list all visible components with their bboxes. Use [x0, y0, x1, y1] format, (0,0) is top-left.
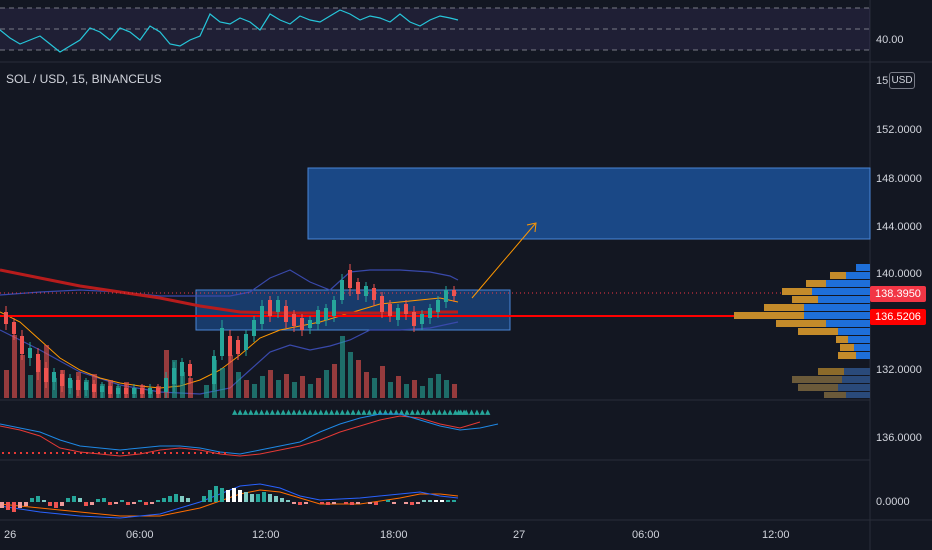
entry-zone[interactable] [195, 289, 511, 331]
price-axis-label: 144.0000 [876, 221, 922, 233]
price-axis-label: 132.0000 [876, 364, 922, 376]
current-price-tag: 138.3950 [870, 286, 926, 302]
price-axis-label: 152.0000 [876, 124, 922, 136]
macd-histogram [0, 486, 456, 512]
osc1-red-dots [2, 452, 226, 454]
osc2-blue-line [0, 483, 459, 519]
currency-button[interactable]: USD [889, 72, 915, 89]
support-price-tag: 136.5206 [870, 309, 926, 325]
svg-text:▲▲▲▲▲▲▲▲▲▲▲▲▲▲▲▲▲▲▲▲▲▲▲▲▲▲▲▲▲▲: ▲▲▲▲▲▲▲▲▲▲▲▲▲▲▲▲▲▲▲▲▲▲▲▲▲▲▲▲▲▲▲▲▲▲▲▲▲▲▲▲… [232, 408, 491, 416]
rsi-axis-label: 40.00 [876, 34, 904, 46]
price-axis-label: 140.0000 [876, 268, 922, 280]
volume-profile [734, 264, 870, 398]
candles [4, 264, 456, 398]
projection-arrow[interactable] [471, 222, 537, 299]
osc1-axis-label: 136.0000 [876, 432, 922, 444]
time-axis-label: 06:00 [126, 529, 154, 541]
price-axis-label: 148.0000 [876, 173, 922, 185]
time-axis-label: 12:00 [252, 529, 280, 541]
target-zone[interactable] [307, 167, 871, 240]
time-axis-label: 06:00 [632, 529, 660, 541]
svg-text:▲▲: ▲▲ [456, 408, 467, 416]
signal-markers: ▲▲▲▲▲▲▲▲▲▲▲▲▲▲▲▲▲▲▲▲▲▲▲▲▲▲▲▲▲▲▲▲▲▲▲▲▲▲▲▲… [232, 408, 491, 416]
time-axis-label: 27 [513, 529, 526, 541]
symbol-title[interactable]: SOL / USD, 15, BINANCEUS [6, 72, 162, 86]
osc1-blue-line [0, 413, 499, 455]
osc2-axis-label: 0.0000 [876, 496, 910, 508]
rsi-line [0, 9, 459, 53]
time-axis-label: 26 [4, 529, 17, 541]
bollinger-lower [0, 321, 459, 395]
price-axis-label-partial: 15 [876, 75, 889, 87]
osc2-orange-line [0, 489, 459, 517]
time-axis-label: 12:00 [762, 529, 790, 541]
osc1-red-line [0, 415, 481, 457]
time-axis-label: 18:00 [380, 529, 408, 541]
